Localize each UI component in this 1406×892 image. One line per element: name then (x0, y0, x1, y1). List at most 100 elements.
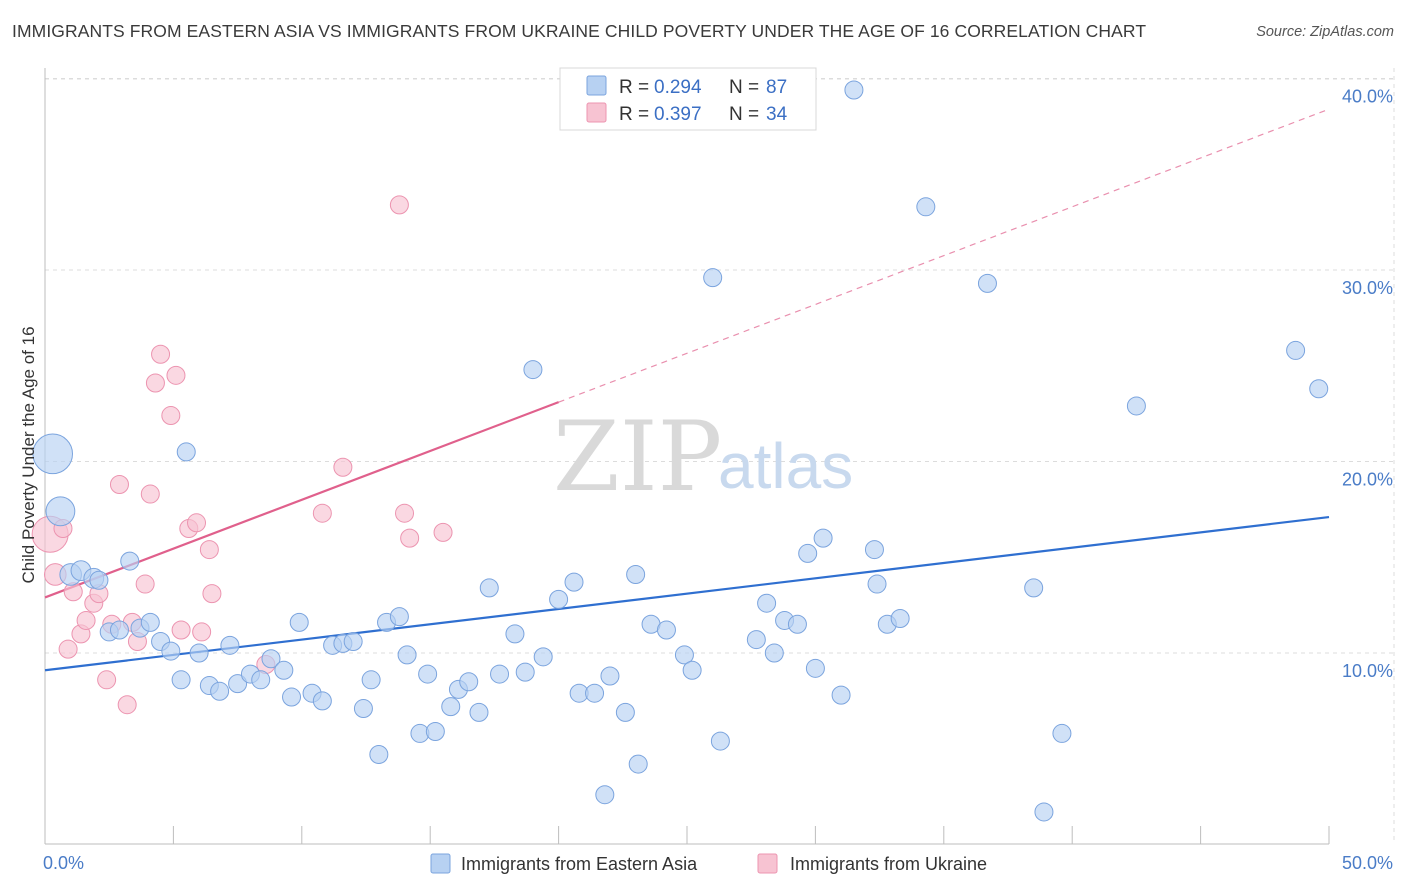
point-eastern-asia (1286, 340, 1306, 360)
point-eastern-asia (171, 670, 191, 690)
trend-line-ukraine-extension (558, 108, 1330, 403)
point-ukraine (312, 503, 332, 523)
trend-lines (44, 108, 1330, 672)
point-eastern-asia (549, 589, 569, 609)
legend-r-value: 0.294 (654, 77, 702, 98)
legend-row-eastern-asia: R = 0.294 N = 87 (586, 75, 787, 98)
trend-line-ukraine (44, 401, 559, 599)
point-ukraine (395, 503, 415, 523)
point-eastern-asia (89, 570, 109, 590)
point-ukraine (400, 528, 420, 548)
y-axis-label: Child Poverty Under the Age of 16 (19, 326, 38, 583)
point-eastern-asia (418, 664, 438, 684)
point-eastern-asia (220, 635, 240, 655)
point-ukraine (145, 373, 165, 393)
point-ukraine (76, 610, 96, 630)
point-eastern-asia (397, 645, 417, 665)
point-eastern-asia (469, 702, 489, 722)
legend-n-label: N = (729, 77, 759, 98)
y-tick-label: 20.0% (1342, 470, 1393, 490)
point-eastern-asia (682, 660, 702, 680)
legend-n-label: N = (729, 104, 759, 125)
point-eastern-asia (615, 702, 635, 722)
point-ukraine (135, 574, 155, 594)
point-eastern-asia (798, 543, 818, 563)
point-eastern-asia (867, 574, 887, 594)
point-ukraine (202, 584, 222, 604)
legend-n-value: 34 (766, 104, 788, 125)
point-eastern-asia (710, 731, 730, 751)
point-eastern-asia (369, 744, 389, 764)
point-eastern-asia (441, 697, 461, 717)
point-eastern-asia (674, 645, 694, 665)
point-eastern-asia (312, 691, 332, 711)
point-ukraine (171, 620, 191, 640)
point-eastern-asia (533, 647, 553, 667)
chart-title: IMMIGRANTS FROM EASTERN ASIA VS IMMIGRAN… (12, 21, 1147, 41)
point-eastern-asia (45, 496, 76, 527)
point-eastern-asia (228, 674, 248, 694)
watermark-atlas: atlas (718, 430, 853, 502)
legend-swatch-ukraine (586, 102, 607, 123)
point-eastern-asia (210, 681, 230, 701)
point-eastern-asia (703, 268, 723, 288)
point-eastern-asia (757, 593, 777, 613)
point-eastern-asia (595, 785, 615, 805)
point-eastern-asia (389, 607, 409, 627)
point-ukraine (192, 622, 212, 642)
point-eastern-asia (32, 433, 74, 475)
point-eastern-asia (831, 685, 851, 705)
x-tick-labels: 0.0% 50.0% (43, 853, 1393, 873)
point-ukraine (433, 522, 453, 542)
y-tick-label: 40.0% (1342, 87, 1393, 107)
point-eastern-asia (1126, 396, 1146, 416)
legend-swatch-eastern-asia (586, 75, 607, 96)
bottom-legend-label-ukraine: Immigrants from Ukraine (790, 854, 987, 874)
point-eastern-asia (490, 664, 510, 684)
legend-r-value: 0.397 (654, 104, 702, 125)
point-eastern-asia (109, 620, 129, 640)
bottom-legend: Immigrants from Eastern Asia Immigrants … (430, 853, 987, 874)
point-eastern-asia (1034, 802, 1054, 822)
point-eastern-asia (585, 683, 605, 703)
point-eastern-asia (787, 614, 807, 634)
point-eastern-asia (120, 551, 140, 571)
y-tick-labels: 10.0% 20.0% 30.0% 40.0% (1342, 87, 1393, 682)
point-ukraine (140, 484, 160, 504)
point-eastern-asia (505, 624, 525, 644)
point-eastern-asia (274, 660, 294, 680)
point-eastern-asia (523, 360, 543, 380)
point-eastern-asia (459, 672, 479, 692)
point-eastern-asia (764, 643, 784, 663)
point-eastern-asia (805, 658, 825, 678)
point-ukraine (97, 670, 117, 690)
point-eastern-asia (977, 273, 997, 293)
point-ukraine (333, 457, 353, 477)
point-eastern-asia (189, 643, 209, 663)
y-tick-label: 30.0% (1342, 278, 1393, 298)
point-eastern-asia (515, 662, 535, 682)
point-eastern-asia (1052, 723, 1072, 743)
point-ukraine (117, 695, 137, 715)
point-eastern-asia (813, 528, 833, 548)
point-eastern-asia (628, 754, 648, 774)
point-eastern-asia (261, 649, 281, 669)
point-eastern-asia (916, 197, 936, 217)
point-ukraine (389, 195, 409, 215)
point-ukraine (109, 474, 129, 494)
legend-r-label: R = (619, 104, 649, 125)
point-eastern-asia (864, 540, 884, 560)
bottom-legend-swatch-eastern-asia (430, 853, 451, 874)
watermark-zip: ZIP (553, 401, 722, 513)
point-eastern-asia (600, 666, 620, 686)
data-points (31, 80, 1329, 822)
point-eastern-asia (140, 612, 160, 632)
point-eastern-asia (890, 609, 910, 629)
point-eastern-asia (361, 670, 381, 690)
legend-row-ukraine: R = 0.397 N = 34 (586, 102, 788, 125)
axes (44, 68, 1330, 845)
point-eastern-asia (564, 572, 584, 592)
point-ukraine (199, 540, 219, 560)
point-ukraine (187, 513, 207, 533)
